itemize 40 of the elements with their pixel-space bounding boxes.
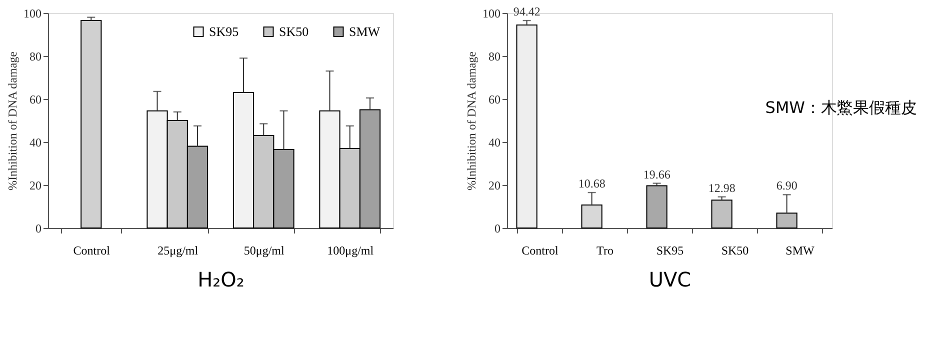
y-tick-label: 0 bbox=[494, 222, 500, 236]
x-tick-label: SMW bbox=[786, 244, 816, 258]
x-tick-label: 25μg/ml bbox=[158, 244, 199, 258]
x-tick-label: Tro bbox=[596, 244, 614, 258]
y-tick-label: 60 bbox=[30, 92, 42, 106]
x-tick-label: 100μg/ml bbox=[327, 244, 374, 258]
x-tick-label: Control bbox=[73, 244, 111, 258]
x-axis-title: H₂O₂ bbox=[198, 268, 244, 292]
bar bbox=[581, 204, 602, 228]
bar bbox=[646, 185, 668, 228]
legend-label: SK95 bbox=[209, 24, 239, 39]
legend-label: SMW bbox=[349, 24, 381, 39]
y-tick-label: 40 bbox=[30, 136, 42, 150]
y-tick-label: 20 bbox=[488, 178, 500, 192]
bar bbox=[711, 200, 732, 228]
y-tick-label: 80 bbox=[30, 50, 42, 64]
data-label: 6.90 bbox=[776, 178, 798, 193]
x-tick-label: SK95 bbox=[656, 244, 684, 258]
bar bbox=[80, 20, 102, 228]
legend-label: SK50 bbox=[279, 24, 309, 39]
x-tick-label: Control bbox=[522, 244, 559, 258]
annotation: SMW：木鱉果假種皮 bbox=[765, 98, 917, 117]
x-tick-label: SK50 bbox=[721, 244, 749, 258]
data-label: 12.98 bbox=[708, 180, 736, 195]
bar bbox=[516, 24, 538, 228]
y-tick-label: 100 bbox=[482, 6, 500, 20]
bar bbox=[776, 212, 798, 228]
y-tick-label: 80 bbox=[488, 50, 500, 64]
y-tick-label: 60 bbox=[488, 92, 500, 106]
x-axis-title: UVC bbox=[648, 268, 692, 292]
data-label: 10.68 bbox=[578, 176, 606, 191]
y-axis-title: %Inhibition of DNA damage bbox=[464, 52, 478, 190]
y-axis-title: %Inhibition of DNA damage bbox=[6, 52, 20, 190]
y-tick-label: 0 bbox=[36, 222, 42, 236]
data-label: 94.42 bbox=[513, 4, 540, 19]
x-tick-label: 50μg/ml bbox=[244, 244, 286, 258]
y-tick-label: 40 bbox=[488, 136, 500, 150]
y-tick-label: 20 bbox=[30, 178, 42, 192]
data-label: 19.66 bbox=[643, 167, 670, 182]
y-tick-label: 100 bbox=[24, 6, 42, 20]
